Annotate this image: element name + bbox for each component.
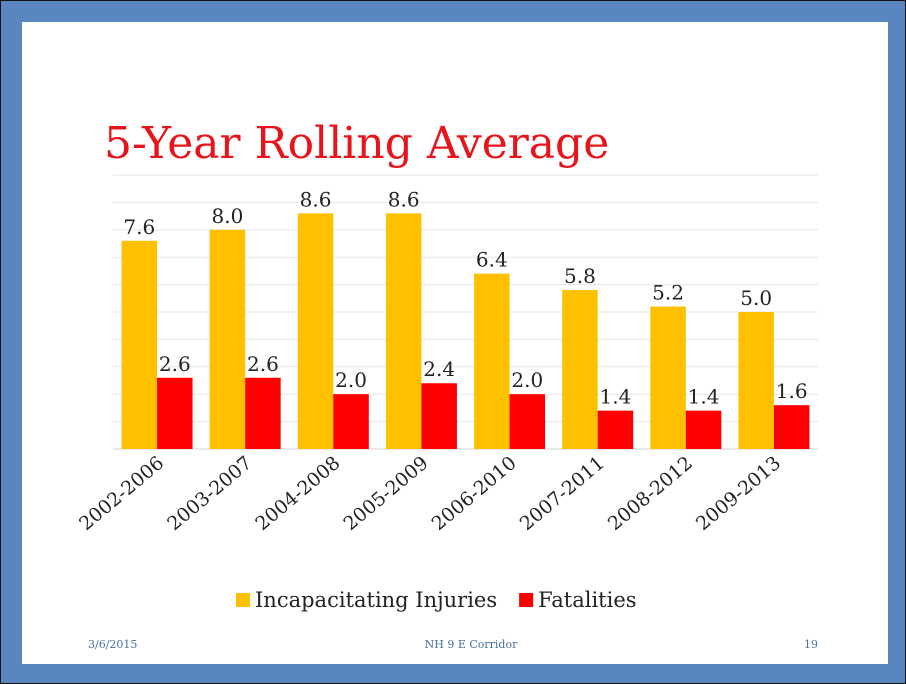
bar: [738, 312, 774, 449]
data-label: 8.6: [388, 187, 420, 211]
data-label: 8.6: [300, 187, 332, 211]
footer-title: NH 9 E Corridor: [425, 638, 518, 651]
bar: [474, 273, 510, 449]
bar: [333, 394, 369, 449]
data-label: 2.6: [159, 352, 191, 376]
data-label: 2.0: [511, 368, 543, 392]
bar: [209, 229, 246, 449]
data-label: 5.8: [564, 264, 596, 288]
bar: [421, 383, 457, 449]
bar: [650, 306, 686, 449]
legend-label: Incapacitating Injuries: [255, 588, 497, 612]
data-label: 1.6: [776, 379, 808, 403]
data-label: 2.0: [335, 368, 367, 392]
legend-swatch: [519, 593, 534, 607]
bar: [509, 394, 546, 449]
bar: [685, 410, 722, 449]
chart-title: 5-Year Rolling Average: [104, 118, 609, 169]
bar: [297, 213, 334, 449]
data-label: 5.0: [740, 286, 772, 310]
data-label: 7.6: [123, 215, 155, 239]
data-label: 6.4: [476, 248, 508, 272]
footer-date: 3/6/2015: [88, 638, 137, 651]
data-label: 8.0: [212, 204, 244, 228]
bar: [562, 290, 598, 449]
bar: [597, 410, 634, 449]
data-label: 2.6: [247, 352, 279, 376]
data-label: 1.4: [600, 385, 632, 409]
data-label: 2.4: [423, 357, 455, 381]
bar: [157, 377, 193, 449]
bar: [385, 213, 422, 449]
data-label: 5.2: [652, 281, 684, 305]
legend-swatch: [236, 593, 250, 607]
bar: [121, 240, 158, 449]
data-label: 1.4: [688, 385, 720, 409]
legend-label: Fatalities: [538, 588, 636, 612]
bar: [773, 405, 810, 449]
footer-page: 19: [804, 638, 818, 651]
bar: [245, 377, 281, 449]
